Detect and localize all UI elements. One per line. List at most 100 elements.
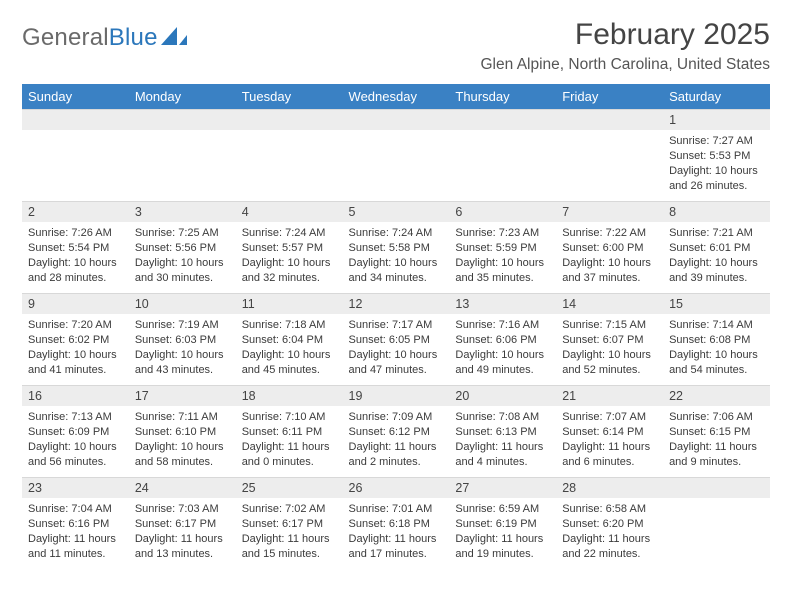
day-details: Sunrise: 7:15 AMSunset: 6:07 PMDaylight:… <box>556 314 663 379</box>
logo-sail-icon <box>161 27 187 52</box>
day-sunset: Sunset: 6:17 PM <box>135 517 230 532</box>
day-sunrise: Sunrise: 7:03 AM <box>135 502 230 517</box>
day-dl2: and 11 minutes. <box>28 547 123 562</box>
day-number: 12 <box>343 293 450 314</box>
day-sunset: Sunset: 6:09 PM <box>28 425 123 440</box>
day-sunset: Sunset: 6:02 PM <box>28 333 123 348</box>
day-number: 13 <box>449 293 556 314</box>
calendar-cell: 15 Sunrise: 7:14 AMSunset: 6:08 PMDayligh… <box>663 293 770 385</box>
day-sunrise: Sunrise: 7:17 AM <box>349 318 444 333</box>
logo: GeneralBlue <box>22 24 187 52</box>
day-details: Sunrise: 7:10 AMSunset: 6:11 PMDaylight:… <box>236 406 343 471</box>
day-sunset: Sunset: 6:01 PM <box>669 241 764 256</box>
day-sunrise: Sunrise: 6:58 AM <box>562 502 657 517</box>
day-dl1: Daylight: 11 hours <box>28 532 123 547</box>
day-dl1: Daylight: 10 hours <box>669 164 764 179</box>
calendar-cell: 7Sunrise: 7:22 AMSunset: 6:00 PMDaylight… <box>556 201 663 293</box>
calendar-cell: 9Sunrise: 7:20 AMSunset: 6:02 PMDaylight… <box>22 293 129 385</box>
day-dl2: and 26 minutes. <box>669 179 764 194</box>
calendar-week-row: 2Sunrise: 7:26 AMSunset: 5:54 PMDaylight… <box>22 201 770 293</box>
day-details: Sunrise: 6:59 AMSunset: 6:19 PMDaylight:… <box>449 498 556 563</box>
day-number: 2 <box>22 201 129 222</box>
day-dl2: and 41 minutes. <box>28 363 123 378</box>
day-details: Sunrise: 7:20 AMSunset: 6:02 PMDaylight:… <box>22 314 129 379</box>
day-dl1: Daylight: 10 hours <box>669 348 764 363</box>
logo-word-general: General <box>22 24 109 51</box>
day-sunset: Sunset: 6:06 PM <box>455 333 550 348</box>
day-number: 14 <box>556 293 663 314</box>
calendar-cell: 4Sunrise: 7:24 AMSunset: 5:57 PMDaylight… <box>236 201 343 293</box>
day-details: Sunrise: 7:26 AMSunset: 5:54 PMDaylight:… <box>22 222 129 287</box>
calendar-cell: 20Sunrise: 7:08 AMSunset: 6:13 PMDayligh… <box>449 385 556 477</box>
day-details: Sunrise: 7:23 AMSunset: 5:59 PMDaylight:… <box>449 222 556 287</box>
day-sunset: Sunset: 5:53 PM <box>669 149 764 164</box>
day-sunset: Sunset: 5:57 PM <box>242 241 337 256</box>
day-dl2: and 37 minutes. <box>562 271 657 286</box>
calendar-cell <box>663 477 770 569</box>
day-dl1: Daylight: 11 hours <box>455 440 550 455</box>
day-sunrise: Sunrise: 7:10 AM <box>242 410 337 425</box>
day-dl1: Daylight: 10 hours <box>135 348 230 363</box>
day-sunrise: Sunrise: 7:22 AM <box>562 226 657 241</box>
day-sunrise: Sunrise: 7:14 AM <box>669 318 764 333</box>
day-sunset: Sunset: 6:07 PM <box>562 333 657 348</box>
day-sunset: Sunset: 6:04 PM <box>242 333 337 348</box>
day-sunrise: Sunrise: 7:07 AM <box>562 410 657 425</box>
day-dl1: Daylight: 10 hours <box>135 440 230 455</box>
day-dl2: and 45 minutes. <box>242 363 337 378</box>
weekday-heading: Saturday <box>663 84 770 109</box>
day-sunset: Sunset: 6:16 PM <box>28 517 123 532</box>
day-number: 25 <box>236 477 343 498</box>
day-dl1: Daylight: 10 hours <box>455 348 550 363</box>
calendar-cell: 21Sunrise: 7:07 AMSunset: 6:14 PMDayligh… <box>556 385 663 477</box>
day-sunrise: Sunrise: 7:19 AM <box>135 318 230 333</box>
calendar-cell: 10Sunrise: 7:19 AMSunset: 6:03 PMDayligh… <box>129 293 236 385</box>
day-dl1: Daylight: 10 hours <box>669 256 764 271</box>
day-sunrise: Sunrise: 6:59 AM <box>455 502 550 517</box>
page-title: February 2025 <box>481 18 771 52</box>
day-sunset: Sunset: 6:13 PM <box>455 425 550 440</box>
day-sunset: Sunset: 6:11 PM <box>242 425 337 440</box>
day-details: Sunrise: 7:09 AMSunset: 6:12 PMDaylight:… <box>343 406 450 471</box>
day-dl2: and 9 minutes. <box>669 455 764 470</box>
day-dl2: and 6 minutes. <box>562 455 657 470</box>
day-dl2: and 19 minutes. <box>455 547 550 562</box>
day-dl1: Daylight: 11 hours <box>455 532 550 547</box>
calendar-week-row: 1Sunrise: 7:27 AMSunset: 5:53 PMDaylight… <box>22 109 770 201</box>
day-dl1: Daylight: 11 hours <box>242 440 337 455</box>
day-sunset: Sunset: 6:08 PM <box>669 333 764 348</box>
day-dl1: Daylight: 10 hours <box>135 256 230 271</box>
day-details: Sunrise: 7:27 AMSunset: 5:53 PMDaylight:… <box>663 130 770 195</box>
day-sunrise: Sunrise: 7:18 AM <box>242 318 337 333</box>
logo-word-blue: Blue <box>109 24 158 51</box>
day-dl1: Daylight: 10 hours <box>242 256 337 271</box>
day-sunrise: Sunrise: 7:06 AM <box>669 410 764 425</box>
day-sunrise: Sunrise: 7:24 AM <box>349 226 444 241</box>
calendar-cell: 18Sunrise: 7:10 AMSunset: 6:11 PMDayligh… <box>236 385 343 477</box>
day-dl1: Daylight: 10 hours <box>28 348 123 363</box>
day-sunrise: Sunrise: 7:27 AM <box>669 134 764 149</box>
calendar-page: GeneralBlue February 2025 Glen Alpine, N… <box>0 0 792 569</box>
day-number: 15 <box>663 293 770 314</box>
day-number <box>129 109 236 130</box>
calendar-cell: 12Sunrise: 7:17 AMSunset: 6:05 PMDayligh… <box>343 293 450 385</box>
calendar-cell: 14Sunrise: 7:15 AMSunset: 6:07 PMDayligh… <box>556 293 663 385</box>
day-sunrise: Sunrise: 7:08 AM <box>455 410 550 425</box>
day-dl1: Daylight: 11 hours <box>242 532 337 547</box>
day-dl2: and 47 minutes. <box>349 363 444 378</box>
calendar-cell: 25Sunrise: 7:02 AMSunset: 6:17 PMDayligh… <box>236 477 343 569</box>
calendar-cell <box>449 109 556 201</box>
weekday-heading: Tuesday <box>236 84 343 109</box>
day-number: 5 <box>343 201 450 222</box>
day-number: 10 <box>129 293 236 314</box>
day-number: 7 <box>556 201 663 222</box>
calendar-cell <box>556 109 663 201</box>
day-dl2: and 0 minutes. <box>242 455 337 470</box>
day-dl1: Daylight: 10 hours <box>562 256 657 271</box>
day-details: Sunrise: 7:08 AMSunset: 6:13 PMDaylight:… <box>449 406 556 471</box>
day-number: 19 <box>343 385 450 406</box>
day-sunrise: Sunrise: 7:13 AM <box>28 410 123 425</box>
day-details: Sunrise: 7:17 AMSunset: 6:05 PMDaylight:… <box>343 314 450 379</box>
day-dl2: and 56 minutes. <box>28 455 123 470</box>
calendar-cell: 23Sunrise: 7:04 AMSunset: 6:16 PMDayligh… <box>22 477 129 569</box>
